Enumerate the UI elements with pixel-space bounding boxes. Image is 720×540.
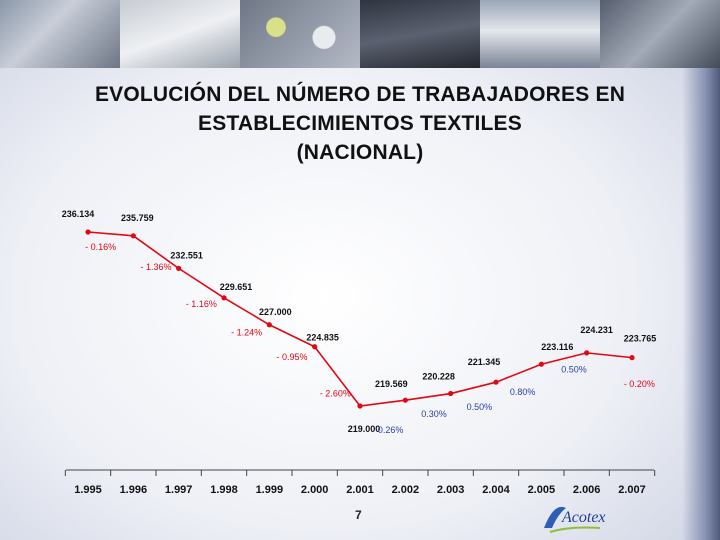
data-point <box>629 355 635 361</box>
data-point <box>266 322 272 328</box>
data-label: 223.765 <box>624 334 657 344</box>
title-line-3: (NACIONAL) <box>296 141 424 164</box>
x-tick-label: 1.998 <box>210 484 238 496</box>
data-label: 224.231 <box>580 325 613 335</box>
shop-photo <box>600 0 720 68</box>
svg-text:Acotex: Acotex <box>561 509 606 526</box>
data-label: 220.228 <box>422 372 455 382</box>
data-point <box>85 229 91 235</box>
bedroom-photo <box>120 0 240 68</box>
x-tick-label: 1.997 <box>165 484 193 496</box>
x-tick-label: 1.999 <box>256 484 284 496</box>
change-label: - 1.36% <box>140 262 171 272</box>
x-tick-label: 1.995 <box>74 484 102 496</box>
data-point <box>493 379 499 385</box>
page-number: 7 <box>355 508 362 522</box>
x-tick-label: 2.000 <box>301 484 329 496</box>
change-label: - 1.24% <box>231 327 262 337</box>
fashion-photo <box>480 0 600 68</box>
change-label: 0.26% <box>378 425 404 435</box>
buttons-photo <box>240 0 360 68</box>
acotex-logo: Acotex <box>544 506 606 533</box>
title-line-1: EVOLUCIÓN DEL NÚMERO DE TRABAJADORES EN <box>94 83 626 106</box>
data-label: 219.569 <box>375 379 408 389</box>
store-photo <box>0 0 120 68</box>
data-point <box>402 397 408 403</box>
data-point <box>221 295 227 301</box>
data-label: 221.345 <box>468 357 501 367</box>
data-point <box>538 361 544 367</box>
data-point <box>584 350 590 356</box>
change-label: 0.30% <box>421 409 447 419</box>
x-tick-label: 2.004 <box>482 484 510 496</box>
x-tick-label: 2.002 <box>392 484 420 496</box>
data-label: 229.651 <box>220 282 253 292</box>
x-tick-label: 2.003 <box>437 484 465 496</box>
data-point <box>357 403 363 409</box>
data-point <box>176 265 182 271</box>
data-point <box>312 344 318 350</box>
fabric-photo <box>360 0 480 68</box>
chart-title: EVOLUCIÓN DEL NÚMERO DE TRABAJADORES EN … <box>0 80 720 167</box>
x-tick-label: 1.996 <box>120 484 148 496</box>
side-decoration <box>682 68 720 540</box>
data-label: 224.835 <box>306 333 339 343</box>
data-point <box>448 390 454 397</box>
data-label: 232.551 <box>170 250 203 260</box>
photo-strip <box>0 0 720 68</box>
change-label: - 0.16% <box>85 242 116 252</box>
data-label: 236.134 <box>62 209 95 219</box>
change-label: - 0.95% <box>276 352 307 362</box>
data-label: 227.000 <box>259 307 292 317</box>
change-label: - 0.20% <box>624 379 655 389</box>
x-tick-label: 2.007 <box>618 484 646 496</box>
data-label: 235.759 <box>121 213 154 223</box>
x-tick-label: 2.005 <box>528 484 556 496</box>
change-label: 0.80% <box>510 387 536 397</box>
x-tick-label: 2.001 <box>346 484 374 496</box>
change-label: - 1.16% <box>186 299 217 309</box>
change-label: - 2.60% <box>320 388 351 398</box>
data-point <box>130 233 136 239</box>
change-label: 0.50% <box>467 402 493 412</box>
data-label: 219.000 <box>348 424 381 434</box>
data-label: 223.116 <box>541 342 573 352</box>
x-tick-label: 2.006 <box>573 484 601 496</box>
title-line-2: ESTABLECIMIENTOS TEXTILES <box>198 112 522 135</box>
change-label: 0.50% <box>561 365 587 375</box>
